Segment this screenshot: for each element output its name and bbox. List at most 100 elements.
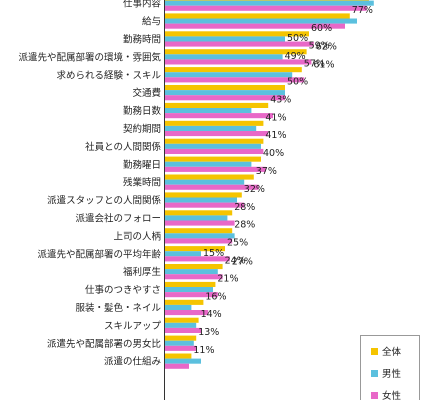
value-label-overall-11: 32% [244, 184, 265, 195]
bar-overall-2 [165, 31, 309, 37]
bar-male-14 [165, 251, 201, 257]
value-label-overall-4: 57% [304, 59, 325, 70]
bar-female-7 [165, 131, 269, 137]
category-label-4: 求められる経験・スキル [56, 69, 161, 81]
bar-female-6 [165, 113, 273, 119]
value-label-overall-8: 41% [265, 130, 286, 141]
bar-male-4 [165, 72, 293, 78]
bar-male-12 [165, 215, 228, 221]
category-label-6: 勤務日数 [123, 105, 162, 117]
bar-male-1 [165, 18, 357, 24]
bar-male-11 [165, 197, 237, 203]
bar-overall-6 [165, 102, 269, 108]
category-label-0: 仕事内容 [123, 0, 162, 10]
bar-overall-4 [165, 67, 302, 73]
bar-overall-14 [165, 246, 225, 252]
bar-overall-7 [165, 120, 264, 126]
legend-swatch-female [371, 392, 378, 399]
category-labels: 仕事内容給与勤務時間派遣先や配属部署の環境・雰囲気求められる経験・スキル交通費勤… [18, 0, 161, 368]
bar-overall-9 [165, 156, 261, 162]
value-label-overall-19: 13% [198, 327, 219, 338]
bar-male-7 [165, 125, 257, 131]
bar-male-6 [165, 108, 252, 114]
bar-male-0 [165, 0, 374, 6]
bar-female-4 [165, 77, 305, 83]
legend-item-male: 男性 [371, 366, 401, 380]
bar-overall-10 [165, 174, 254, 180]
value-label-overall-14: 25% [227, 238, 248, 249]
value-label-overall-13: 28% [234, 220, 255, 231]
value-label-overall-1: 77% [352, 5, 373, 16]
bar-female-13 [165, 238, 233, 244]
category-label-5: 交通費 [132, 87, 161, 99]
bar-female-11 [165, 202, 245, 208]
bar-overall-12 [165, 210, 233, 216]
bar-female-16 [165, 292, 218, 298]
value-label-overall-9: 40% [263, 148, 284, 159]
category-label-10: 残業時間 [123, 177, 161, 189]
value-label-overall-16: 21% [217, 273, 238, 284]
bar-male-13 [165, 233, 235, 239]
bar-male-18 [165, 322, 197, 328]
value-labels: 85%77%60%50%62%59%49%61%57%50%43%41%41%4… [193, 5, 373, 356]
bar-overall-0 [165, 0, 369, 1]
value-label-overall-20: 11% [193, 345, 214, 356]
category-label-12: 派遣会社のフォロー [75, 212, 161, 224]
bar-overall-13 [165, 228, 233, 234]
bar-overall-16 [165, 281, 216, 287]
bar-female-19 [165, 345, 197, 351]
category-label-9: 勤務曜日 [123, 159, 161, 171]
category-label-20: 派遣の仕組み [104, 356, 161, 368]
bar-female-18 [165, 327, 201, 333]
value-label-overall-5: 50% [287, 77, 308, 88]
bar-female-0 [165, 5, 367, 11]
category-label-17: 服装・髪色・ネイル [75, 302, 161, 314]
bar-male-10 [165, 179, 245, 185]
bar-male-20 [165, 358, 201, 364]
legend-swatch-male [371, 370, 378, 377]
bar-overall-1 [165, 13, 350, 19]
bar-overall-19 [165, 335, 197, 341]
bar-male-8 [165, 143, 261, 149]
bar-female-8 [165, 148, 264, 154]
bar-female-17 [165, 310, 209, 316]
value-label-female-2: 62% [316, 42, 337, 53]
bar-overall-17 [165, 299, 204, 305]
bar-overall-15 [165, 264, 223, 270]
value-label-overall-10: 37% [256, 166, 277, 177]
legend: 全体 男性 女性 [360, 335, 420, 400]
category-label-13: 上司の人柄 [113, 230, 161, 242]
value-label-female-3: 61% [313, 60, 334, 71]
bar-female-12 [165, 220, 235, 226]
bar-female-20 [165, 363, 189, 369]
category-label-3: 派遣先や配属部署の環境・雰囲気 [18, 51, 161, 63]
value-label-female-14: 27% [232, 256, 253, 267]
bar-female-9 [165, 166, 266, 172]
value-label-overall-12: 28% [234, 202, 255, 213]
bars-layer [165, 0, 374, 369]
bar-male-16 [165, 287, 213, 293]
category-label-14: 派遣先や配属部署の平均年齢 [37, 248, 161, 260]
value-label-overall-7: 41% [265, 112, 286, 123]
value-label-overall-17: 16% [205, 291, 226, 302]
legend-swatch-overall [371, 348, 378, 355]
value-label-overall-6: 43% [270, 94, 291, 105]
category-label-19: 派遣先や配属部署の男女比 [47, 338, 161, 350]
bar-male-3 [165, 54, 283, 60]
value-label-overall-15: 24% [225, 256, 246, 267]
value-label-male-2: 50% [287, 33, 308, 44]
bar-overall-18 [165, 317, 199, 323]
category-label-7: 契約期間 [123, 123, 161, 135]
bar-female-3 [165, 59, 312, 65]
bar-male-15 [165, 269, 218, 275]
legend-label-male: 男性 [382, 369, 402, 380]
bar-overall-8 [165, 138, 264, 144]
bar-male-19 [165, 340, 194, 346]
legend-item-female: 女性 [371, 388, 401, 400]
bar-male-17 [165, 304, 192, 310]
bar-male-2 [165, 36, 285, 42]
category-label-16: 仕事のつきやすさ [85, 284, 161, 296]
bar-overall-11 [165, 192, 242, 198]
bar-overall-20 [165, 353, 192, 359]
